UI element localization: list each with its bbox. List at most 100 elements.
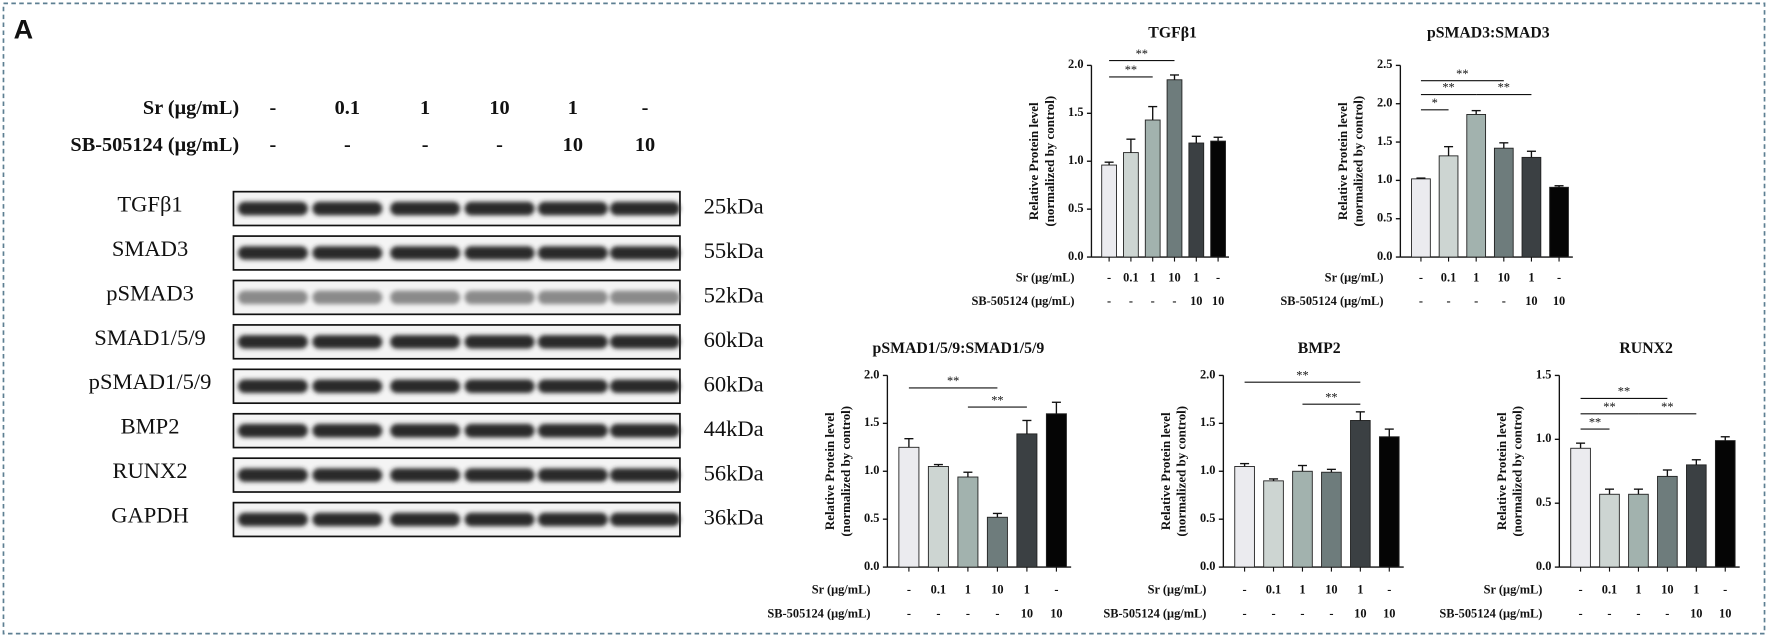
blot-bands	[237, 246, 680, 260]
band	[390, 246, 461, 260]
significance-label: **	[991, 393, 1003, 407]
band	[312, 246, 383, 260]
x-row-label: -	[1129, 294, 1133, 308]
bar	[1210, 140, 1226, 258]
x-row-label: 10	[1690, 606, 1702, 620]
band	[464, 379, 535, 394]
band	[390, 379, 461, 394]
band-size: 55kDa	[704, 238, 764, 263]
band-name: GAPDH	[111, 502, 189, 527]
band	[390, 423, 461, 438]
x-row-label: 1	[965, 583, 971, 597]
bar	[1350, 420, 1371, 568]
band	[390, 468, 461, 482]
x-row-label: -	[1151, 294, 1155, 308]
bar	[1570, 447, 1591, 568]
band-name: pSMAD3	[106, 280, 194, 305]
band	[237, 290, 308, 305]
condition-label: 1	[568, 97, 578, 119]
significance-label: **	[1661, 400, 1673, 414]
bar	[1292, 470, 1313, 568]
blot-bands	[237, 201, 680, 216]
y-axis-label: (normalized by control)	[1510, 406, 1525, 537]
band	[237, 246, 308, 260]
band-size: 52kDa	[704, 283, 764, 308]
y-tick-label: 1.5	[1068, 105, 1084, 119]
bar	[1549, 186, 1569, 258]
condition-label: -	[270, 134, 277, 156]
x-row-label: 0.1	[1602, 583, 1618, 597]
band-size: 60kDa	[704, 327, 764, 352]
bar	[1438, 155, 1459, 258]
x-row-label: 10	[1212, 294, 1224, 308]
significance-label: **	[1442, 81, 1454, 95]
x-row-label: 1	[1357, 583, 1363, 597]
bar	[898, 446, 920, 568]
x-row-label: 0.1	[1266, 583, 1282, 597]
x-row-label: -	[1387, 583, 1391, 597]
significance-label: **	[1498, 81, 1510, 95]
band	[610, 246, 680, 260]
y-tick-label: 1.0	[1536, 431, 1552, 445]
y-tick-label: 1.5	[1536, 367, 1552, 381]
x-row-label: 0.1	[931, 583, 947, 597]
x-row-label: -	[1419, 294, 1423, 308]
y-tick-label: 1.5	[1377, 134, 1393, 148]
band	[610, 335, 680, 349]
band	[464, 468, 535, 482]
y-axis-label: (normalized by control)	[838, 406, 853, 537]
condition-label: 10	[563, 134, 583, 156]
y-axis-label: (normalized by control)	[1351, 96, 1366, 227]
y-tick-label: 1.5	[1200, 415, 1216, 429]
band	[237, 423, 308, 438]
x-row-label: 10	[1661, 583, 1673, 597]
band	[390, 290, 461, 305]
x-row-label: 10	[1354, 606, 1366, 620]
band	[312, 379, 383, 394]
band	[537, 468, 608, 482]
condition-name: Sr (μg/mL)	[143, 97, 239, 119]
band	[537, 335, 608, 349]
band-size: 60kDa	[704, 371, 764, 396]
bar	[1628, 493, 1649, 568]
y-axis-label: Relative Protein level	[1335, 102, 1350, 220]
condition-label: -	[344, 134, 351, 156]
bar	[1493, 147, 1514, 258]
x-row-label: 0.1	[1123, 270, 1139, 284]
bar	[1657, 475, 1678, 568]
significance-label: *	[1432, 96, 1438, 110]
y-tick-label: 0.0	[864, 559, 880, 573]
significance-label: **	[1296, 368, 1308, 382]
x-row-name: SB-505124 (μg/mL)	[1439, 606, 1542, 620]
y-axis-label: Relative Protein level	[822, 412, 837, 530]
x-row-name: SB-505124 (μg/mL)	[1103, 606, 1206, 620]
bar	[1411, 178, 1431, 258]
x-row-label: -	[907, 606, 911, 620]
blot-bands	[237, 335, 680, 349]
x-row-name: SB-505124 (μg/mL)	[971, 294, 1074, 308]
x-row-label: 1	[1693, 583, 1699, 597]
bar	[1521, 156, 1542, 258]
band	[537, 246, 608, 260]
x-row-label: 10	[1553, 294, 1565, 308]
bar	[1123, 152, 1139, 258]
band	[390, 512, 461, 527]
bar	[1144, 119, 1161, 258]
significance-label: **	[1618, 385, 1630, 399]
y-tick-label: 0.5	[1068, 201, 1084, 215]
band-name: RUNX2	[112, 458, 187, 483]
condition-label: -	[496, 134, 503, 156]
chart-title: pSMAD3:SMAD3	[1427, 24, 1550, 41]
bar	[1016, 433, 1038, 568]
band	[237, 201, 308, 216]
condition-label: 10	[489, 97, 509, 119]
y-tick-label: 2.0	[1200, 367, 1216, 381]
x-row-name: Sr (μg/mL)	[812, 583, 871, 597]
condition-name: SB-505124 (μg/mL)	[70, 134, 239, 156]
x-row-label: 10	[1383, 606, 1395, 620]
x-row-label: -	[1329, 606, 1333, 620]
x-row-label: -	[1446, 294, 1450, 308]
x-row-label: 10	[1325, 583, 1337, 597]
band	[237, 379, 308, 394]
